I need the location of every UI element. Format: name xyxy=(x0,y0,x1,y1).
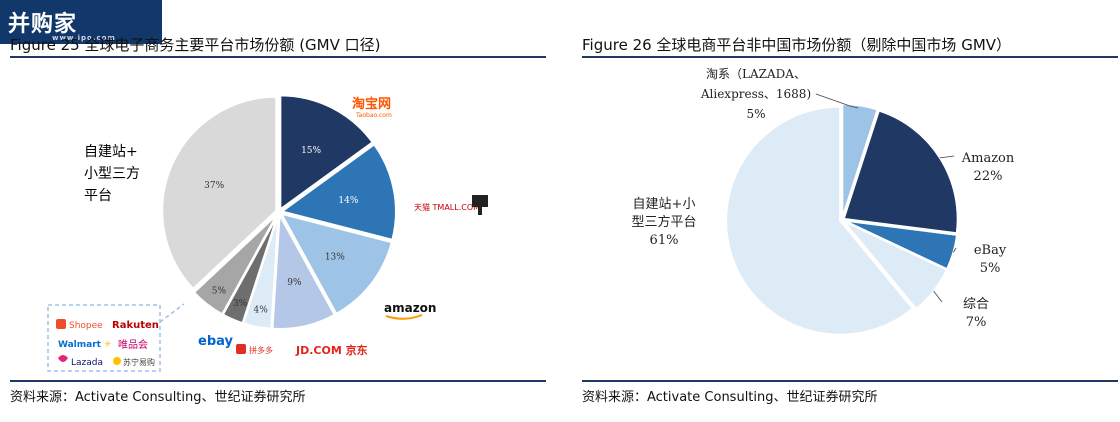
self-built-label-line3: 平台 xyxy=(84,188,112,204)
right-leader-line-3 xyxy=(933,290,943,303)
left-figure: Figure 25 全球电子商务主要平台市场份额 (GMV 口径) 15% 14%… xyxy=(0,0,548,422)
right-figure-title: Figure 26 全球电商平台非中国市场份额（剔除中国市场 GMV） xyxy=(582,36,1012,54)
suning-icon xyxy=(113,357,121,365)
left-pie-label-5: 3% xyxy=(233,299,248,309)
taoxi-leader-line xyxy=(815,93,859,109)
taobao-logo: 淘宝网 xyxy=(352,96,391,112)
pinduoduo-icon xyxy=(236,344,246,354)
left-source: 资料来源：Activate Consulting、世纪证券研究所 xyxy=(10,390,306,405)
watermark-logo: 并购家 www.ipo.com xyxy=(0,0,162,44)
right-pie-label-3-line-0: 综合 xyxy=(963,297,989,312)
lazada-heart-icon xyxy=(58,355,68,362)
left-pie-label-4: 4% xyxy=(253,305,268,315)
amazon-smile-icon xyxy=(385,314,423,320)
left-pie-label-6: 5% xyxy=(212,286,227,296)
left-title-rule xyxy=(10,56,546,58)
taoxi-label-line-2: 5% xyxy=(746,107,765,121)
watermark-text: 并购家 xyxy=(8,12,78,37)
left-pie-slice-3 xyxy=(271,211,336,330)
left-pie-slice-6 xyxy=(192,213,279,316)
left-pie-slice-2 xyxy=(279,212,394,316)
left-pie-label-3: 9% xyxy=(287,278,302,288)
right-pie-label-4-line-0: 自建站+小 xyxy=(633,197,696,212)
left-pie-label-7: 37% xyxy=(204,181,224,191)
right-source-rule xyxy=(582,380,1118,382)
walmart-logo: Walmart xyxy=(58,340,102,350)
right-pie-label-1-line-1: 22% xyxy=(974,169,1003,184)
lazada-logo: Lazada xyxy=(71,358,103,368)
right-title-rule xyxy=(582,56,1118,58)
taoxi-label-line-0: 淘系（LAZADA、 xyxy=(706,67,806,81)
shopee-logo: Shopee xyxy=(69,321,103,331)
jd-logo: JD.COM 京东 xyxy=(295,343,368,357)
right-pie-label-4-line-1: 型三方平台 xyxy=(631,214,696,230)
left-pie-slice-1 xyxy=(279,143,397,242)
self-built-label-line1: 自建站+ xyxy=(84,144,138,160)
right-pie-slice-0 xyxy=(841,103,879,219)
right-pie-label-3-line-1: 7% xyxy=(966,315,987,330)
left-pie-slice-0 xyxy=(279,94,374,212)
rakuten-logo: Rakuten xyxy=(112,320,159,331)
ebay-logo: ebay xyxy=(198,334,233,349)
small-platforms-box xyxy=(47,304,161,372)
suning-logo: 苏宁易购 xyxy=(123,357,155,367)
right-pie-label-2-line-1: 5% xyxy=(980,261,1001,276)
amazon-logo: amazon xyxy=(384,301,436,315)
right-pie-label-2-line-0: eBay xyxy=(974,243,1007,258)
left-pie-label-0: 15% xyxy=(301,146,321,156)
vip-logo: 唯品会 xyxy=(118,338,148,351)
right-pie-label-4-line-2: 61% xyxy=(650,233,679,248)
tmall-logo: 天猫 TMALL.COM xyxy=(414,202,480,212)
taobao-logo-sub: Taobao.com xyxy=(355,112,392,119)
self-built-label-line2: 小型三方 xyxy=(84,166,140,182)
left-pie-label-2: 13% xyxy=(325,252,345,262)
left-pie-chart: 15% 14% 13% 9% 4% 3% 5% 37% 自建站+ 小型三方 平台 淘宝网 Ta… xyxy=(47,94,488,372)
small-platforms-connector xyxy=(159,303,185,323)
pinduoduo-logo: 拼多多 xyxy=(249,345,273,355)
right-pie-label-1-line-0: Amazon xyxy=(961,151,1015,166)
left-pie-slice-7 xyxy=(161,95,278,291)
right-figure: Figure 26 全球电商平台非中国市场份额（剔除中国市场 GMV） Amaz… xyxy=(572,0,1120,422)
left-source-rule xyxy=(10,380,546,382)
left-pie-label-1: 14% xyxy=(338,196,358,206)
left-figure-title: Figure 25 全球电子商务主要平台市场份额 (GMV 口径) xyxy=(10,36,381,54)
right-pie-slice-4 xyxy=(725,105,915,336)
tmall-cat-icon xyxy=(472,195,488,215)
right-leader-line-2 xyxy=(953,247,957,253)
shopee-icon xyxy=(56,319,66,329)
right-source: 资料来源：Activate Consulting、世纪证券研究所 xyxy=(582,390,878,405)
right-leader-line-1 xyxy=(939,155,955,159)
watermark-subtext: www.ipo.com xyxy=(52,34,116,42)
taoxi-label-line-1: Aliexpress、1688) xyxy=(700,87,811,101)
walmart-spark-icon: ✳ xyxy=(104,340,112,350)
